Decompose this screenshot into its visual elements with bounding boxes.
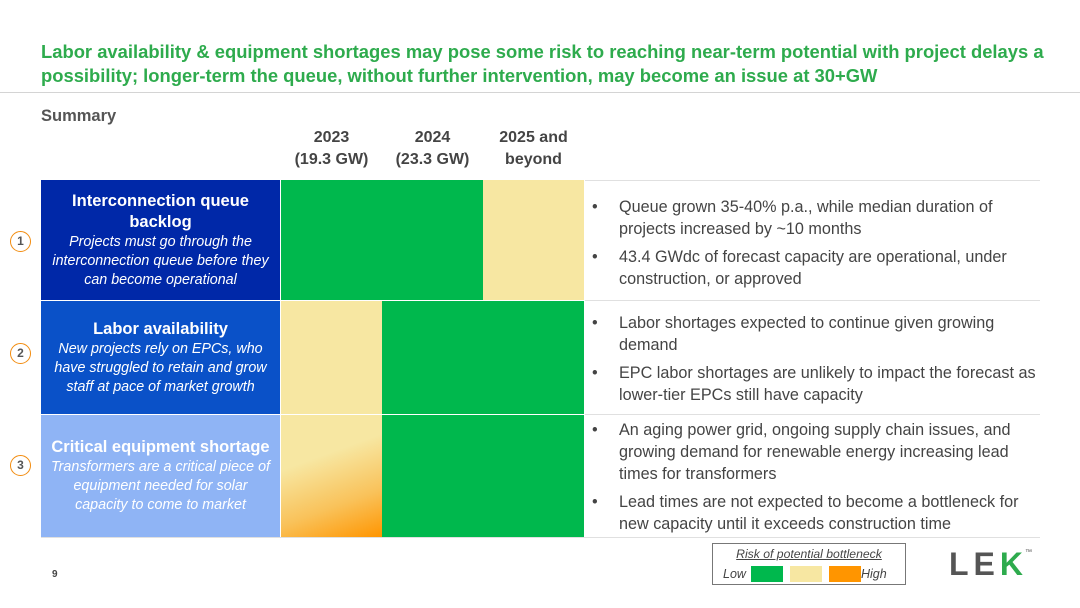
bullet-item: • Lead times are not expected to become a…	[592, 493, 1019, 533]
risk-cell	[483, 301, 584, 414]
risk-cell	[382, 180, 483, 300]
row-number-badge: 2	[10, 343, 31, 364]
bullet-item: • 43.4 GWdc of forecast capacity are oper…	[592, 248, 1007, 288]
legend-swatch-high	[829, 566, 861, 582]
column-capacity: (19.3 GW)	[294, 151, 369, 168]
row-number-badge: 1	[10, 231, 31, 252]
bullet-dot-icon: •	[592, 248, 598, 266]
trademark-symbol: ™	[1025, 549, 1032, 556]
lek-logo: LEK ™	[949, 547, 1032, 581]
column-year: 2025 and	[499, 129, 568, 146]
column-capacity: (23.3 GW)	[395, 151, 470, 168]
risk-legend: Risk of potential bottleneck Low High	[712, 543, 906, 585]
risk-cell	[382, 415, 483, 537]
row-label-interconnection-queue: Interconnection queue backlog Projects m…	[41, 180, 280, 300]
row-bullets: • Labor shortages expected to continue gi…	[592, 312, 1040, 412]
row-subtitle: Projects must go through the interconnec…	[52, 233, 269, 288]
risk-cell	[281, 180, 382, 300]
bullet-item: • EPC labor shortages are unlikely to imp…	[592, 364, 1036, 404]
row-subtitle: Transformers are a critical piece of equ…	[50, 459, 271, 513]
risk-cell	[382, 301, 483, 414]
bullet-item: • Queue grown 35-40% p.a., while median d…	[592, 198, 993, 238]
table-rule	[585, 300, 1040, 301]
risk-cell	[281, 301, 382, 414]
column-header-2025-beyond: 2025 and beyond	[483, 127, 584, 171]
risk-cell	[281, 415, 382, 537]
table-rule	[41, 537, 1040, 538]
legend-swatch-medium	[790, 566, 822, 582]
row-bullets: • Queue grown 35-40% p.a., while median d…	[592, 196, 1040, 296]
risk-cell	[483, 180, 584, 300]
legend-swatch-low	[751, 566, 783, 582]
title-divider	[0, 92, 1080, 93]
bullet-dot-icon: •	[592, 493, 598, 511]
row-subtitle: New projects rely on EPCs, who have stru…	[54, 340, 267, 395]
page-number: 9	[52, 569, 58, 580]
column-capacity: beyond	[505, 151, 562, 168]
bullet-dot-icon: •	[592, 421, 598, 439]
column-year: 2024	[414, 129, 451, 146]
column-year: 2023	[313, 129, 350, 146]
row-label-labor-availability: Labor availability New projects rely on …	[41, 301, 280, 414]
column-header-2023: 2023 (19.3 GW)	[281, 127, 382, 171]
legend-low-label: Low	[723, 567, 746, 581]
bullet-item: • Labor shortages expected to continue gi…	[592, 314, 995, 354]
row-bullets: • An aging power grid, ongoing supply cha…	[592, 419, 1040, 541]
table-rule	[585, 414, 1040, 415]
risk-cell	[483, 415, 584, 537]
row-title: Labor availability	[93, 319, 228, 338]
row-label-critical-equipment: Critical equipment shortage Transformers…	[41, 415, 280, 537]
row-title: Interconnection queue backlog	[72, 191, 249, 231]
bullet-item: • An aging power grid, ongoing supply cha…	[592, 421, 1011, 483]
bullet-dot-icon: •	[592, 364, 598, 382]
slide-title: Labor availability & equipment shortages…	[41, 41, 1044, 86]
row-title: Critical equipment shortage	[51, 438, 270, 456]
table-rule	[585, 180, 1040, 181]
bullet-dot-icon: •	[592, 314, 598, 332]
column-header-2024: 2024 (23.3 GW)	[382, 127, 483, 171]
logo-text: LEK	[949, 546, 1028, 582]
summary-label: Summary	[41, 107, 117, 125]
bullet-dot-icon: •	[592, 198, 598, 216]
row-number-badge: 3	[10, 455, 31, 476]
legend-title: Risk of potential bottleneck	[736, 547, 882, 561]
legend-high-label: High	[861, 567, 887, 581]
